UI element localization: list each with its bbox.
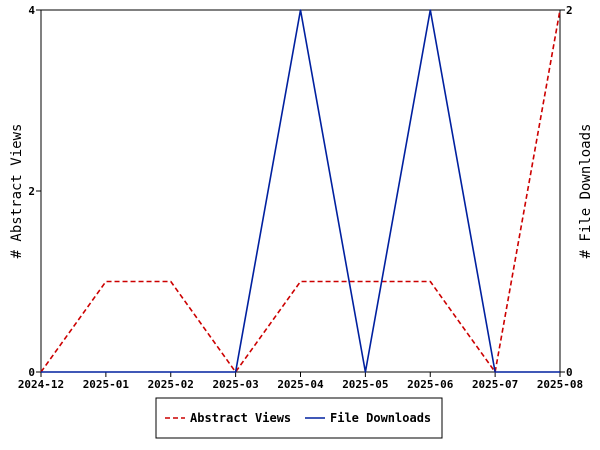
left-y-tick-label: 0 (28, 366, 35, 379)
x-tick-label: 2025-06 (407, 378, 454, 391)
legend-box (155, 397, 443, 439)
x-tick-label: 2025-03 (212, 378, 258, 391)
left-y-tick-label: 4 (28, 4, 35, 17)
x-tick-label: 2024-12 (18, 378, 64, 391)
left-y-axis-title: # Abstract Views (9, 124, 25, 259)
right-y-axis: 02 (560, 4, 573, 379)
series-line-abstract-views (40, 9, 561, 373)
x-axis: 2024-12 2025-01 2025-02 2025-03 2025-04 2025-… (18, 372, 583, 391)
x-tick-label: 2025-01 (83, 378, 130, 391)
right-y-tick-label: 0 (566, 366, 573, 379)
legend: Abstract Views File Downloads (155, 397, 443, 439)
left-y-axis: 0 2 4 (28, 4, 41, 379)
right-y-tick-label: 2 (566, 4, 573, 17)
plot-area (40, 9, 561, 373)
left-y-tick-label: 2 (28, 185, 35, 198)
legend-label-abstract-views: Abstract Views (190, 411, 291, 425)
x-tick-label: 2025-04 (277, 378, 324, 391)
right-y-axis-title: # File Downloads (578, 124, 594, 259)
x-tick-label: 2025-05 (342, 378, 388, 391)
legend-label-file-downloads: File Downloads (330, 411, 431, 425)
x-tick-label: 2025-08 (537, 378, 583, 391)
x-tick-label: 2025-07 (472, 378, 518, 391)
x-tick-label: 2025-02 (148, 378, 194, 391)
series-layer (40, 9, 561, 373)
